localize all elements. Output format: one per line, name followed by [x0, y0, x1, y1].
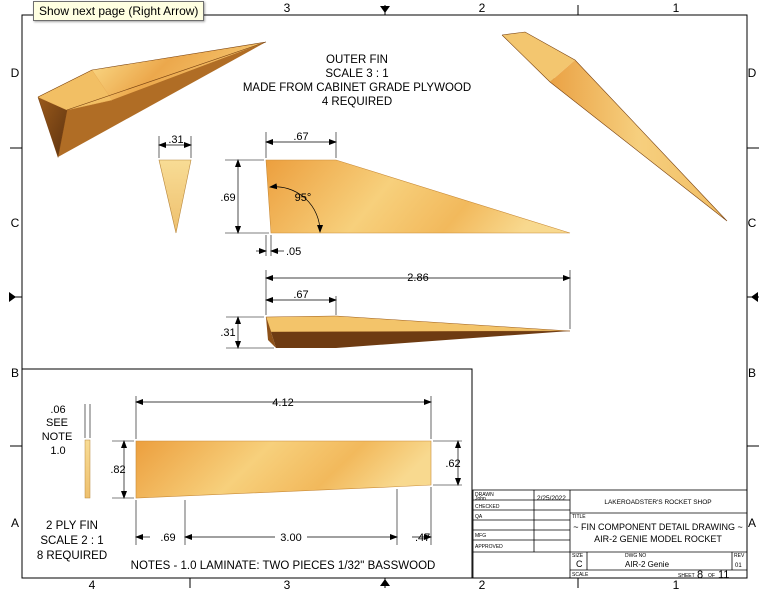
tb-mfg-label: MFG — [475, 533, 486, 539]
inner-see-label: SEE — [46, 417, 68, 429]
tb-company: LAKEROADSTER'S ROCKET SHOP — [604, 499, 711, 506]
dim-inner-right: .47 — [415, 532, 430, 544]
tb-drawn-by: John — [475, 496, 486, 502]
dim-outer-length: 2.86 — [407, 272, 428, 284]
zone-col-label: 4 — [89, 578, 96, 591]
tb-approved-label: APPROVED — [475, 544, 503, 550]
outer-fin-isometric-right — [501, 31, 728, 222]
tb-scale-label: SCALE — [572, 572, 589, 578]
zone-col-label: 1 — [673, 578, 680, 591]
outer-fin-title: OUTER FIN SCALE 3 : 1 MADE FROM CABINET … — [243, 54, 471, 108]
tb-drawn-label: DRAWN — [475, 492, 494, 498]
tb-sheet-label: SHEET — [678, 573, 695, 579]
inner-fin-label-line: 8 REQUIRED — [37, 550, 107, 562]
zone-col-label: 2 — [479, 578, 486, 591]
tb-dwg-label: DWG NO — [625, 553, 646, 559]
outer-fin-isometric-left — [37, 41, 267, 159]
centering-marks — [9, 6, 758, 586]
tb-dwg-no: AIR-2 Genie — [625, 560, 670, 569]
dim-outer-angle: 95° — [295, 192, 312, 204]
zone-col-label: 3 — [284, 578, 291, 591]
dim-outer-root-chord: .67 — [293, 131, 308, 143]
zone-row-label: D — [11, 66, 20, 80]
dim-inner-thickness: .06 — [50, 404, 65, 416]
zone-row-label: A — [748, 516, 756, 530]
outer-fin-title-line: SCALE 3 : 1 — [325, 68, 388, 80]
outer-fin-top-view: 2.86 .67 .31 — [220, 270, 571, 349]
zone-row-label: B — [11, 366, 19, 380]
outer-fin-title-line: MADE FROM CABINET GRADE PLYWOOD — [243, 82, 471, 94]
tb-size-label: SIZE — [572, 553, 584, 559]
inner-fin-edge-view: .06 SEE NOTE 1.0 — [42, 404, 91, 499]
dim-inner-root: .82 — [110, 464, 125, 476]
tb-qa-label: QA — [475, 514, 483, 520]
tb-of-label: OF — [708, 573, 715, 579]
dim-outer-tip-offset: .05 — [286, 246, 301, 258]
zone-row-label: C — [748, 216, 757, 230]
inner-fin-label-line: 2 PLY FIN — [46, 520, 98, 532]
dim-outer-chord-top: .67 — [293, 289, 308, 301]
inner-note-ref: 1.0 — [50, 445, 65, 457]
dim-outer-thickness: .31 — [168, 134, 183, 146]
outer-fin-title-line: OUTER FIN — [326, 54, 388, 66]
tb-title-line2: AIR-2 GENIE MODEL ROCKET — [594, 534, 722, 544]
tb-title-label: TITLE — [572, 514, 586, 520]
zone-row-label: A — [11, 516, 19, 530]
dim-outer-edge-thickness: .31 — [220, 327, 235, 339]
tb-sheet-no: 8 — [697, 569, 703, 581]
zone-row-label: B — [748, 366, 756, 380]
dim-inner-left: .69 — [160, 532, 175, 544]
zone-col-label: 2 — [479, 1, 486, 15]
zone-labels: 3 2 1 4 3 2 1 D C B A D C B A — [11, 1, 757, 591]
inner-fin-side-view: 4.12 .82 .62 .69 3.00 .47 — [110, 396, 462, 545]
tb-size: C — [576, 559, 583, 569]
tb-rev-label: REV — [734, 553, 745, 559]
zone-row-label: C — [11, 216, 20, 230]
inner-fin-label: 2 PLY FIN SCALE 2 : 1 8 REQUIRED — [37, 520, 107, 562]
tb-title-line1: ~ FIN COMPONENT DETAIL DRAWING ~ — [573, 522, 743, 532]
dim-outer-span: .69 — [220, 192, 235, 204]
outer-fin-front-view: .31 — [158, 134, 192, 234]
zone-row-label: D — [748, 66, 757, 80]
inner-note-label: NOTE — [42, 431, 73, 443]
tb-checked-label: CHECKED — [475, 504, 500, 510]
tb-sheet-total: 11 — [718, 569, 729, 581]
dim-inner-tip: .62 — [445, 458, 460, 470]
outer-fin-title-line: 4 REQUIRED — [322, 96, 392, 108]
title-block: DRAWN John CHECKED QA MFG APPROVED TITLE… — [472, 489, 748, 581]
inner-fin-label-line: SCALE 2 : 1 — [40, 535, 103, 547]
zone-col-label: 3 — [284, 1, 291, 15]
dim-inner-middle: 3.00 — [280, 532, 301, 544]
zone-col-label: 1 — [673, 1, 680, 15]
tb-rev: 01 — [735, 563, 742, 569]
next-page-tooltip: Show next page (Right Arrow) — [33, 1, 205, 21]
tb-drawn-date: 2/25/2022 — [537, 495, 566, 502]
dim-inner-length: 4.12 — [272, 397, 293, 409]
inner-fin-notes: NOTES - 1.0 LAMINATE: TWO PIECES 1/32" B… — [131, 560, 436, 572]
outer-fin-side-view: .67 .69 95° .05 — [220, 131, 571, 258]
